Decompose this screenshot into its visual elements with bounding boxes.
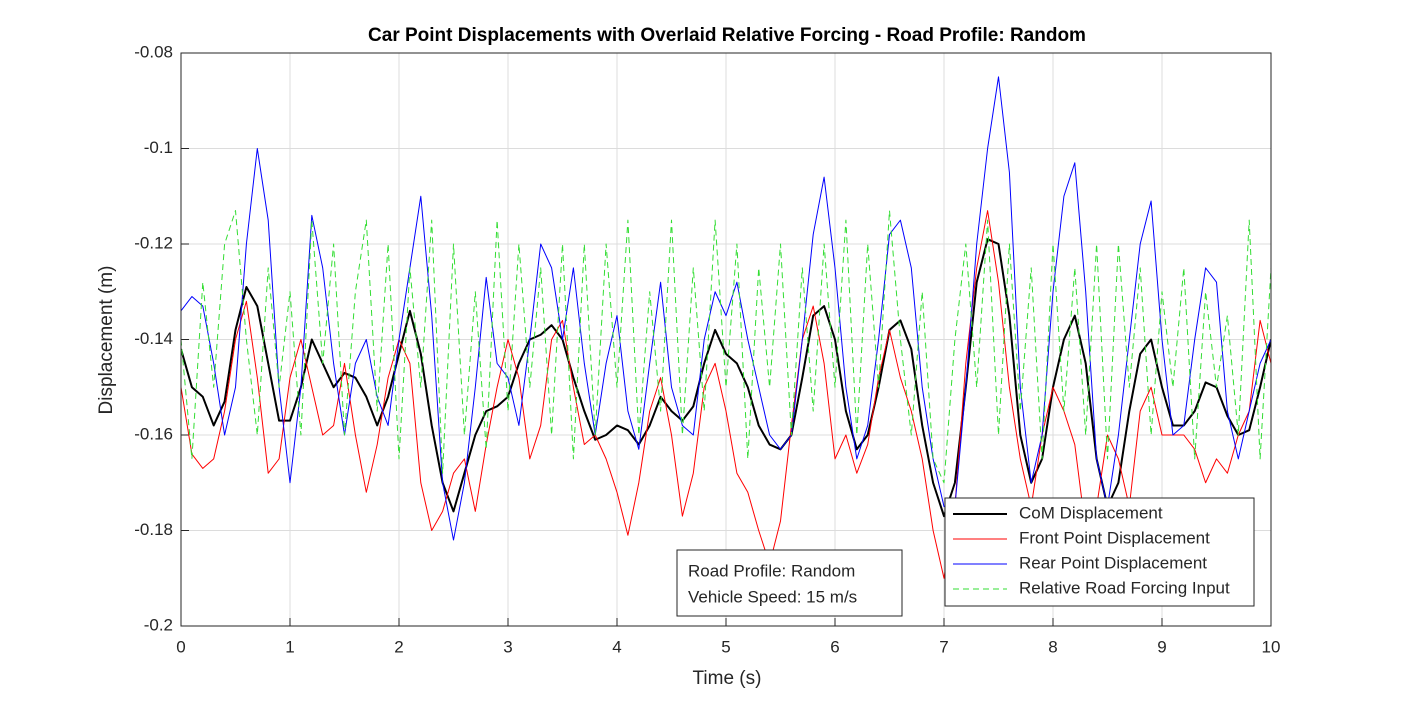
annotation: Road Profile: Random [688, 561, 855, 580]
y-tick-label: -0.08 [134, 42, 173, 61]
series-line [181, 210, 1271, 484]
x-tick-label: 8 [1048, 637, 1057, 656]
y-tick-label: -0.16 [134, 424, 173, 443]
x-tick-label: 1 [285, 637, 294, 656]
legend-label: Rear Point Displacement [1019, 553, 1207, 572]
x-tick-label: 10 [1262, 637, 1281, 656]
y-tick-label: -0.2 [144, 615, 173, 634]
legend-label: Front Point Displacement [1019, 528, 1210, 547]
legend-label: CoM Displacement [1019, 503, 1163, 522]
annotation-box [676, 549, 903, 617]
legend-label: Relative Road Forcing Input [1019, 578, 1230, 597]
x-tick-label: 7 [939, 637, 948, 656]
x-tick-label: 4 [612, 637, 621, 656]
y-tick-label: -0.12 [134, 233, 173, 252]
legend-box [944, 497, 1255, 607]
x-tick-label: 9 [1157, 637, 1166, 656]
y-tick-label: -0.14 [134, 329, 173, 348]
series-line [181, 238, 1271, 518]
series-line [181, 76, 1271, 541]
x-tick-label: 3 [503, 637, 512, 656]
x-tick-label: 0 [176, 637, 185, 656]
x-axis-label: Time (s) [693, 668, 762, 689]
x-tick-label: 2 [394, 637, 403, 656]
x-tick-label: 6 [830, 637, 839, 656]
chart-title: Car Point Displacements with Overlaid Re… [368, 25, 1086, 46]
y-tick-label: -0.18 [134, 520, 173, 539]
y-tick-label: -0.1 [144, 138, 173, 157]
annotation: Vehicle Speed: 15 m/s [688, 587, 857, 606]
x-tick-label: 5 [721, 637, 730, 656]
axes-box [180, 52, 1272, 627]
y-axis-label: Displacement (m) [96, 266, 117, 415]
